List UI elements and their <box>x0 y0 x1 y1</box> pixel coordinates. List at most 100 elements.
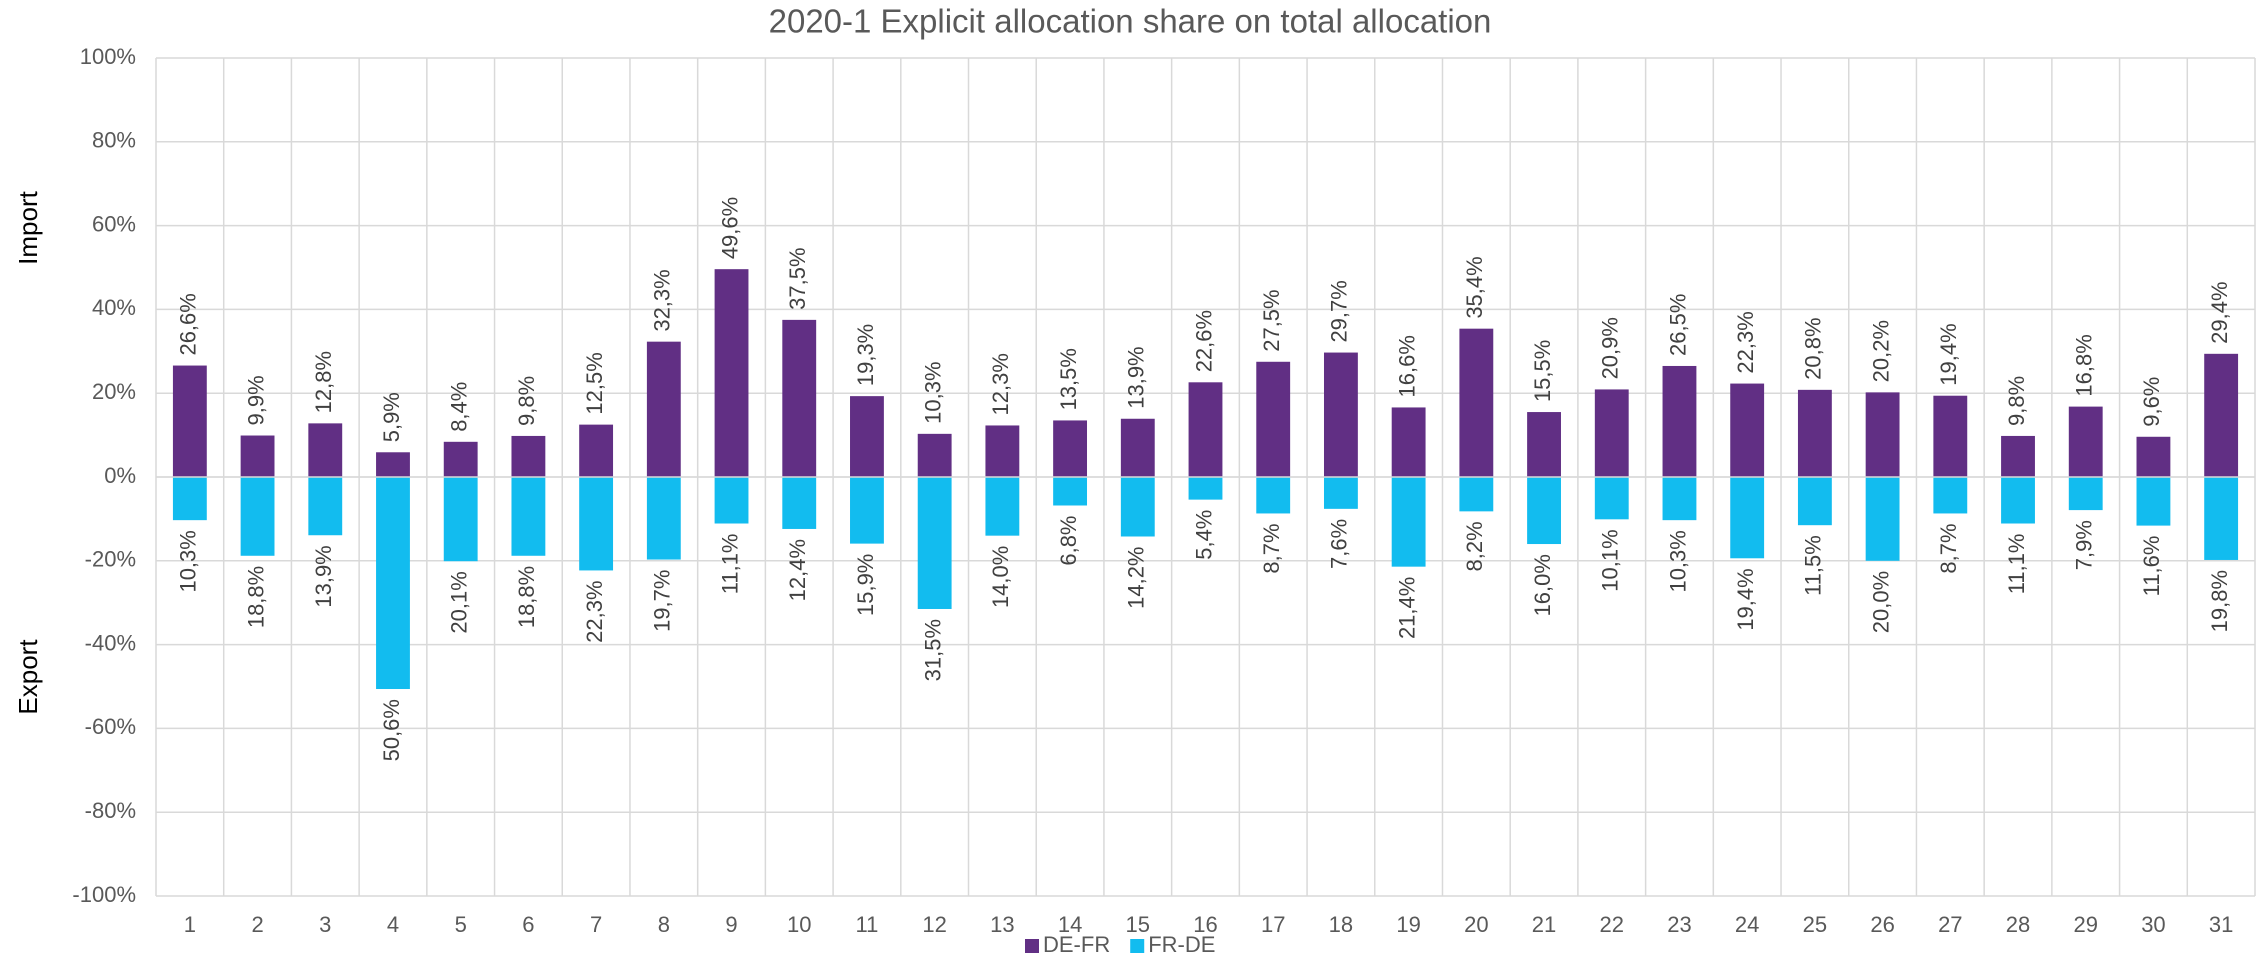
x-tick-label: 23 <box>1667 912 1691 937</box>
data-label: 22,6% <box>1191 310 1216 372</box>
x-tick-label: 2 <box>251 912 263 937</box>
x-tick-label: 31 <box>2209 912 2233 937</box>
data-label: 26,5% <box>1665 294 1690 356</box>
data-label: 13,9% <box>311 545 336 607</box>
data-label: 15,9% <box>853 554 878 616</box>
y-tick-label: 0% <box>104 463 136 488</box>
x-tick-label: 17 <box>1261 912 1285 937</box>
x-tick-label: 29 <box>2073 912 2097 937</box>
data-label: 7,9% <box>2072 520 2097 570</box>
data-label: 9,8% <box>2004 376 2029 426</box>
bar <box>1797 477 1832 526</box>
bar <box>308 477 343 536</box>
data-label: 11,5% <box>1801 535 1826 596</box>
bar <box>714 269 749 477</box>
bar <box>782 319 817 477</box>
data-label: 11,1% <box>717 534 742 595</box>
bar <box>1662 477 1697 521</box>
bar <box>1865 392 1900 477</box>
data-label: 29,4% <box>2207 281 2232 343</box>
data-label: 9,6% <box>2139 377 2164 427</box>
bar <box>1120 477 1155 537</box>
x-tick-label: 21 <box>1532 912 1556 937</box>
bar <box>1391 407 1426 477</box>
data-label: 8,2% <box>1462 521 1487 571</box>
bar <box>1527 412 1561 477</box>
bar <box>850 477 884 544</box>
x-tick-label: 20 <box>1464 912 1488 937</box>
data-label: 32,3% <box>650 269 675 331</box>
data-label: 50,6% <box>379 699 404 761</box>
legend-label: DE-FR <box>1043 932 1110 957</box>
bar <box>1865 477 1900 561</box>
bar <box>1188 477 1223 500</box>
y-tick-label: 100% <box>80 44 136 69</box>
bar <box>376 452 410 477</box>
data-label: 20,0% <box>1868 571 1893 633</box>
data-label: 18,8% <box>243 566 268 628</box>
data-label: 20,2% <box>1868 320 1893 382</box>
x-tick-label: 11 <box>856 912 879 937</box>
bar <box>1933 395 1968 477</box>
data-label: 6,8% <box>1056 515 1081 565</box>
bar <box>2136 436 2171 477</box>
x-tick-label: 7 <box>590 912 602 937</box>
y-tick-label: -100% <box>72 882 136 907</box>
bar <box>1459 328 1494 477</box>
legend-swatch <box>1025 939 1039 953</box>
data-label: 9,9% <box>243 375 268 425</box>
bar <box>240 477 275 556</box>
bar <box>443 477 478 562</box>
y-tick-label: -40% <box>85 630 136 655</box>
data-label: 16,6% <box>1394 335 1419 397</box>
bar <box>1188 382 1223 477</box>
data-label: 7,6% <box>1327 519 1352 569</box>
data-label: 16,0% <box>1530 554 1555 616</box>
bar <box>1730 383 1765 477</box>
data-label: 22,3% <box>582 580 607 642</box>
bar <box>511 477 546 556</box>
bar <box>1933 477 1968 514</box>
bar <box>714 477 749 524</box>
bar <box>1459 477 1494 512</box>
bar <box>579 477 614 571</box>
legend-label: FR-DE <box>1148 932 1215 957</box>
data-label: 20,9% <box>1598 317 1623 379</box>
y-tick-label: 80% <box>92 128 136 153</box>
x-tick-label: 18 <box>1329 912 1353 937</box>
data-label: 12,4% <box>785 539 810 601</box>
bar <box>511 435 546 477</box>
bar <box>1594 389 1629 477</box>
data-label: 20,8% <box>1801 317 1826 379</box>
bar <box>579 424 614 477</box>
bar <box>2068 406 2103 477</box>
y-tick-label: 20% <box>92 379 136 404</box>
data-label: 15,5% <box>1530 340 1555 402</box>
data-label: 19,4% <box>1733 568 1758 630</box>
bar <box>1594 477 1629 520</box>
x-tick-label: 6 <box>522 912 534 937</box>
y-tick-label: 40% <box>92 295 136 320</box>
data-label: 18,8% <box>514 566 539 628</box>
chart-title: 2020-1 Explicit allocation share on tota… <box>769 3 1492 40</box>
bar <box>917 477 952 609</box>
bar <box>1053 420 1088 477</box>
bar <box>917 433 952 477</box>
x-tick-label: 30 <box>2141 912 2165 937</box>
bar <box>443 441 478 477</box>
x-tick-label: 1 <box>184 912 196 937</box>
bar <box>2204 477 2239 560</box>
bar <box>1730 477 1765 559</box>
data-label: 8,7% <box>1259 523 1284 573</box>
bar <box>308 423 343 477</box>
data-label: 10,1% <box>1598 529 1623 591</box>
data-label: 35,4% <box>1462 256 1487 318</box>
bar <box>2068 477 2103 511</box>
data-label: 12,8% <box>311 351 336 413</box>
x-tick-label: 9 <box>725 912 737 937</box>
x-tick-label: 25 <box>1803 912 1827 937</box>
x-tick-label: 16 <box>1193 912 1217 937</box>
data-label: 12,5% <box>582 352 607 414</box>
x-tick-label: 14 <box>1058 912 1082 937</box>
